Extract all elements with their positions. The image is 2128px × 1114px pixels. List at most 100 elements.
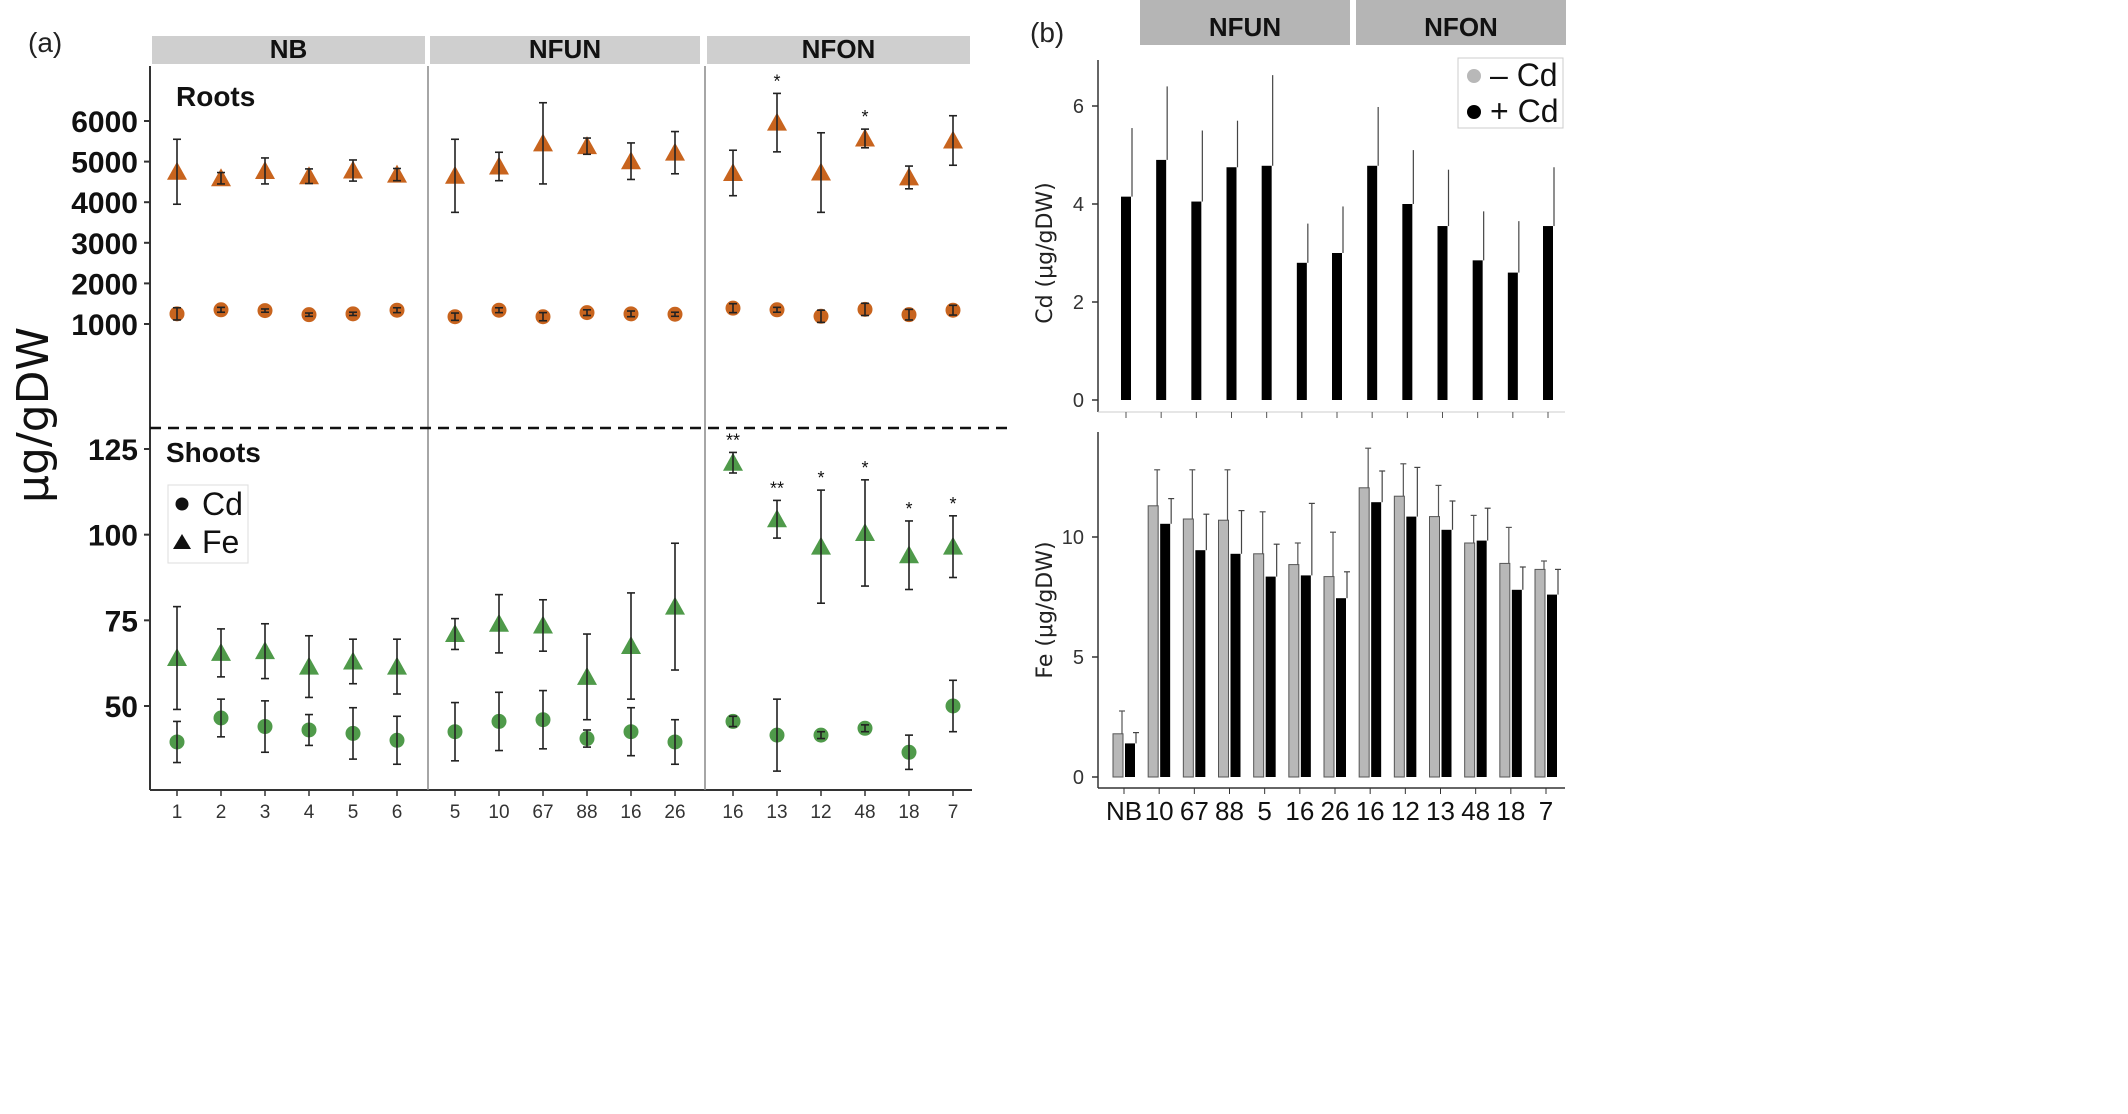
significance-star: * — [817, 468, 824, 488]
fe-bar-plus — [1476, 540, 1487, 777]
fe-x-tick-label: 7 — [1539, 796, 1553, 826]
y-tick-label: 6000 — [71, 106, 138, 139]
x-tick-label: 6 — [392, 802, 403, 823]
facet-strip-label: NFUN — [1209, 12, 1281, 42]
legend-fe-marker — [173, 534, 191, 549]
x-tick-label: 26 — [664, 802, 685, 823]
fe-bar-plus — [1371, 502, 1382, 777]
fe-x-tick-label: 48 — [1461, 796, 1490, 826]
fe-bar-plus — [1406, 516, 1417, 777]
fe-x-tick-label: 16 — [1285, 796, 1314, 826]
cd-y-tick-label: 0 — [1073, 390, 1084, 412]
y-tick-label: 1000 — [71, 309, 138, 342]
x-tick-label: 1 — [172, 802, 183, 823]
cd-bar-plus — [1543, 226, 1553, 400]
cd-bar-plus — [1156, 159, 1167, 400]
roots-label: Roots — [176, 81, 255, 112]
fe-x-tick-label: NB — [1106, 796, 1142, 826]
panel-a-tag: (a) — [28, 27, 62, 58]
x-tick-label: 88 — [576, 802, 597, 823]
fe-x-tick-label: 10 — [1145, 796, 1174, 826]
fe-y-tick-label: 10 — [1062, 527, 1084, 549]
facet-strip-NFON — [707, 36, 970, 64]
facet-strip-label: NFUN — [529, 34, 601, 64]
fe-x-tick-label: 88 — [1215, 796, 1244, 826]
fe-bar-plus — [1511, 589, 1522, 777]
panel-b-tag: (b) — [1030, 17, 1064, 48]
fe-bar-minus — [1147, 505, 1159, 778]
cd-bar-plus — [1121, 196, 1131, 400]
x-tick-label: 7 — [948, 802, 959, 823]
x-tick-label: 13 — [766, 802, 787, 823]
cd-bar-plus — [1226, 167, 1237, 400]
legend-minus-cd-marker — [1467, 69, 1481, 83]
y-tick-label: 2000 — [71, 268, 138, 301]
fe-bar-minus — [1218, 519, 1229, 778]
legend-plus-cd-label: + Cd — [1490, 93, 1558, 129]
fe-x-tick-label: 16 — [1356, 796, 1385, 826]
cd-bar-plus — [1472, 260, 1483, 400]
y-tick-label: 4000 — [71, 187, 138, 220]
cd-y-tick-label: 2 — [1073, 292, 1084, 314]
legend-cd-label: Cd — [202, 486, 243, 522]
legend-fe-label: Fe — [202, 524, 239, 560]
y-tick-label: 100 — [88, 520, 138, 553]
fe-bar-plus — [1547, 594, 1557, 777]
cd-bar-plus — [1191, 201, 1202, 400]
y-axis-label: μg/gDW — [8, 327, 59, 503]
cd-bar-plus — [1367, 165, 1378, 400]
significance-star: * — [861, 458, 868, 478]
cd-y-tick-label: 6 — [1073, 96, 1084, 118]
cd-bar-plus — [1507, 272, 1518, 400]
fe-bar-plus — [1441, 529, 1452, 777]
y-tick-label: 50 — [105, 691, 138, 724]
significance-star: ** — [726, 430, 740, 450]
fe-bar-minus — [1112, 733, 1124, 778]
fe-bar-minus — [1393, 495, 1405, 778]
fe-bar-plus — [1160, 523, 1171, 777]
x-tick-label: 2 — [216, 802, 227, 823]
fe-x-tick-label: 67 — [1180, 796, 1209, 826]
x-tick-label: 67 — [532, 802, 553, 823]
significance-star: ** — [770, 478, 784, 498]
fe-x-tick-label: 18 — [1496, 796, 1525, 826]
fe-bar-minus — [1499, 562, 1511, 778]
y-tick-label: 3000 — [71, 228, 138, 261]
x-tick-label: 12 — [810, 802, 831, 823]
x-tick-label: 4 — [304, 802, 315, 823]
significance-star: * — [949, 494, 956, 514]
x-tick-label: 5 — [348, 802, 359, 823]
x-tick-label: 16 — [620, 802, 641, 823]
fe-bar-minus — [1288, 564, 1300, 778]
cd-bar-plus — [1296, 262, 1307, 400]
legend-cd-marker — [175, 497, 189, 511]
fe-bar-plus — [1195, 550, 1206, 777]
fe-bar-minus — [1253, 553, 1265, 778]
significance-star: * — [861, 107, 868, 127]
fe-bar-minus — [1358, 487, 1370, 778]
y-tick-label: 75 — [105, 605, 138, 638]
shoots-label: Shoots — [166, 437, 261, 468]
significance-star: * — [905, 499, 912, 519]
cd-y-tick-label: 4 — [1073, 194, 1084, 216]
x-tick-label: 48 — [854, 802, 875, 823]
x-tick-label: 10 — [488, 802, 509, 823]
facet-strip-label: NFON — [1424, 12, 1498, 42]
fe-bar-minus — [1429, 516, 1440, 778]
facet-strip-NB — [152, 36, 425, 64]
x-tick-label: 5 — [450, 802, 461, 823]
fe-bar-minus — [1534, 568, 1546, 778]
y-tick-label: 125 — [88, 434, 138, 467]
fe-x-tick-label: 13 — [1426, 796, 1455, 826]
facet-strip-NFON — [1356, 0, 1566, 45]
facet-strip-NFUN — [430, 36, 700, 64]
cd-y-axis-label: Cd (μg/gDW) — [1033, 182, 1058, 324]
significance-star: * — [773, 71, 780, 91]
fe-x-tick-label: 26 — [1321, 796, 1350, 826]
fe-x-tick-label: 12 — [1391, 796, 1420, 826]
cd-bar-plus — [1261, 165, 1272, 400]
facet-strip-label: NFON — [802, 34, 876, 64]
fe-bar-plus — [1336, 598, 1346, 777]
cd-bar-plus — [1332, 253, 1342, 400]
